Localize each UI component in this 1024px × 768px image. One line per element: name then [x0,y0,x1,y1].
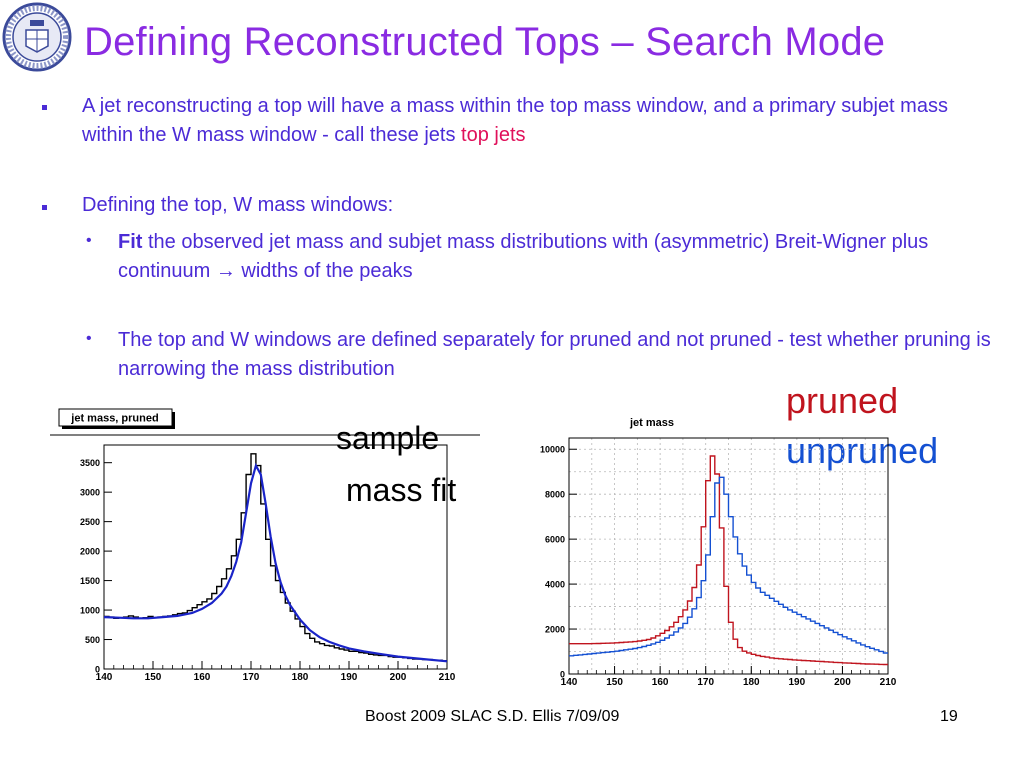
footer-info: Boost 2009 SLAC S.D. Ellis 7/09/09 [365,708,620,725]
sub-bullet-fit-text: the observed jet mass and subjet mass di… [118,231,929,282]
plot-frame [568,437,889,675]
x-tick-label: 200 [390,672,407,683]
pruned-histogram [569,455,888,666]
y-tick-label: 6000 [545,535,565,545]
y-tick-label: 0 [560,670,565,680]
fit-curve [103,462,448,663]
slide-title: Defining Reconstructed Tops – Search Mod… [84,20,886,64]
university-seal-logo [2,2,72,72]
x-tick-label: 190 [341,672,358,683]
x-tick-label: 180 [292,672,309,683]
mass-fit-label: mass fit [346,472,457,508]
sub-bullet-windows: The top and W windows are defined separa… [118,329,991,380]
y-tick-label: 1500 [80,576,100,586]
chart-title: jet mass [629,417,674,429]
bullet-top-jets-text: A jet reconstructing a top will have a m… [82,95,948,146]
y-tick-label: 8000 [545,490,565,500]
top-jets-highlight: top jets [461,124,526,146]
x-tick-label: 150 [606,677,623,688]
bullet-marker [42,105,47,110]
pruned-jet-mass-chart: 140 150 160 170 180 190 200 210 0 500 1000 1500 2000… [50,408,480,683]
y-tick-label: 2500 [80,517,100,527]
bullet-mass-windows: Defining the top, W mass windows: [82,194,394,216]
x-tick-label: 190 [789,677,806,688]
y-tick-label: 1000 [80,606,100,616]
y-tick-label: 3000 [80,488,100,498]
sub-bullet-marker: • [86,330,92,347]
pruned-label: pruned [786,380,899,421]
x-tick-label: 160 [194,672,211,683]
unpruned-label: unpruned [786,430,939,471]
x-tick-label: 150 [145,672,162,683]
y-tick-label: 0 [95,665,100,675]
x-tick-label: 140 [561,677,578,688]
y-tick-label: 4000 [545,580,565,590]
unpruned-histogram [569,476,888,657]
sub-bullet-marker: • [86,232,92,249]
y-tick-label: 3500 [80,458,100,468]
bullet-marker [42,205,47,210]
y-tick-label: 2000 [545,625,565,635]
x-tick-label: 170 [243,672,260,683]
page-number: 19 [940,708,958,725]
x-tick-label: 180 [743,677,760,688]
plot-frame [103,444,448,670]
y-tick-label: 500 [85,635,100,645]
x-tick-label: 160 [652,677,669,688]
fit-bold-word: Fit [118,231,143,253]
x-tick-label: 140 [96,672,113,683]
title-box [58,408,173,427]
chart-title: jet mass, pruned [70,413,158,425]
x-tick-label: 200 [834,677,851,688]
sample-label: sample [336,420,440,456]
x-tick-label: 170 [697,677,714,688]
y-tick-label: 2000 [80,547,100,557]
x-tick-label: 210 [880,677,897,688]
y-tick-label: 10000 [540,445,565,455]
x-tick-label: 210 [439,672,456,683]
jet-mass-comparison-chart: 140 150 160 170 180 190 200 210 0 2000 4000 6000 800… [540,417,897,688]
sub-bullet-fit: Fit the observed jet mass and subjet mas… [118,228,978,286]
bullet-top-jets: A jet reconstructing a top will have a m… [82,92,982,150]
